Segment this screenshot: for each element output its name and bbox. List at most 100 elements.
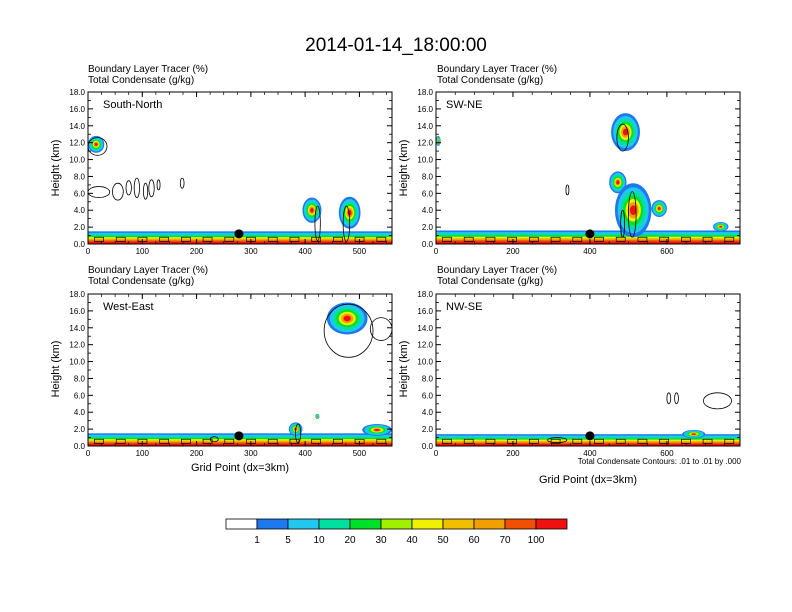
y-tick-label: 8.0: [74, 374, 86, 383]
condensate-contour: [724, 438, 735, 444]
figure-title: 2014-01-14_18:00:00: [305, 35, 487, 56]
condensate-contour: [159, 236, 170, 242]
condensate-contour: [181, 438, 191, 444]
condensate-contour: [115, 236, 126, 242]
y-tick-label: 12.0: [417, 139, 433, 148]
x-tick-label: 100: [136, 247, 150, 256]
panel-header-line-1: Boundary Layer Tracer (%): [88, 64, 208, 75]
condensate-contour: [703, 392, 732, 410]
tracer-plume: [629, 205, 637, 216]
condensate-contour: [148, 179, 155, 198]
condensate-contour: [289, 236, 300, 242]
panel-header-line-1: Boundary Layer Tracer (%): [88, 265, 208, 276]
y-tick-label: 18.0: [69, 88, 85, 97]
condensate-contour: [565, 184, 570, 196]
y-tick-label: 10.0: [417, 358, 433, 367]
condensate-contour: [294, 423, 302, 444]
condensate-contour: [666, 392, 672, 405]
location-marker: [234, 229, 244, 239]
condensate-contour: [224, 438, 235, 444]
y-tick-label: 18.0: [69, 290, 85, 299]
tracer-plume: [622, 128, 629, 136]
panel-label: West-East: [103, 301, 154, 313]
panel-label: SW-NE: [446, 99, 482, 111]
tracer-plume: [343, 315, 351, 322]
condensate-contour: [267, 236, 278, 242]
x-tick-label: 300: [244, 247, 258, 256]
condensate-contour: [637, 236, 648, 242]
x-tick-label: 200: [190, 247, 204, 256]
y-tick-label: 10.0: [69, 358, 85, 367]
condensate-contour: [507, 236, 518, 242]
contour-note: Total Condensate Contours: .01 to .01 by…: [578, 457, 742, 466]
condensate-contour: [142, 182, 149, 200]
condensate-contour: [112, 182, 124, 201]
y-tick-label: 4.0: [74, 408, 86, 417]
condensate-contour: [181, 236, 191, 242]
condensate-contour: [615, 236, 626, 242]
y-axis-title: Height (km): [398, 341, 410, 398]
colorbar-label: 60: [468, 535, 480, 546]
x-axis-title: Grid Point (dx=3km): [539, 474, 637, 486]
y-axis-title: Height (km): [50, 341, 62, 398]
plot-area: [88, 302, 393, 446]
condensate-contour: [94, 236, 104, 242]
panel-header-line-1: Boundary Layer Tracer (%): [437, 64, 557, 75]
plot-area: [436, 392, 740, 446]
x-tick-label: 500: [353, 247, 367, 256]
condensate-contour: [342, 205, 351, 242]
y-tick-label: 4.0: [422, 408, 434, 417]
condensate-contour: [333, 236, 343, 242]
y-tick-label: 2.0: [422, 425, 434, 434]
y-tick-label: 8.0: [422, 374, 434, 383]
x-tick-label: 500: [353, 449, 367, 458]
panel-header-line-2: Total Condensate (g/kg): [437, 276, 543, 287]
tracer-plume: [719, 225, 723, 228]
condensate-contour: [442, 236, 452, 242]
y-tick-label: 10.0: [417, 156, 433, 165]
condensate-contour: [156, 179, 161, 191]
plot-frame: [435, 293, 741, 447]
condensate-contour: [572, 236, 583, 242]
condensate-contour: [529, 236, 539, 242]
plot-area: [436, 113, 740, 244]
x-tick-label: 200: [506, 449, 520, 458]
tracer-plume: [616, 180, 620, 185]
colorbar-label: 20: [344, 535, 356, 546]
condensate-contour: [550, 438, 561, 444]
condensate-contour: [724, 236, 735, 242]
y-tick-label: 6.0: [422, 391, 434, 400]
y-tick-label: 4.0: [74, 206, 86, 215]
condensate-contour: [572, 438, 583, 444]
y-tick-label: 6.0: [74, 391, 86, 400]
panel-west-east: Boundary Layer Tracer (%) Total Condensa…: [50, 265, 393, 474]
condensate-contour: [620, 209, 625, 238]
condensate-contour: [615, 438, 626, 444]
panel-label: NW-SE: [446, 301, 482, 313]
y-tick-label: 14.0: [417, 324, 433, 333]
y-tick-label: 16.0: [417, 105, 433, 114]
condensate-contour: [311, 438, 322, 444]
colorbar-label: 5: [285, 535, 291, 546]
location-marker: [585, 431, 595, 441]
condensate-contour: [442, 438, 452, 444]
tracer-plume: [657, 207, 661, 211]
condensate-contour: [376, 438, 387, 444]
colorbar-label: 40: [406, 535, 418, 546]
plot-area: [87, 135, 392, 244]
condensate-contour: [628, 191, 637, 238]
condensate-contour: [463, 236, 474, 242]
x-tick-label: 100: [136, 449, 150, 458]
condensate-contour: [674, 392, 679, 405]
location-marker: [234, 431, 244, 441]
colorbar-swatch: [535, 518, 568, 530]
y-tick-label: 6.0: [74, 189, 86, 198]
condensate-contour: [485, 236, 496, 242]
y-tick-label: 2.0: [74, 425, 86, 434]
condensate-contour: [369, 317, 393, 341]
colorbar-swatch: [349, 518, 382, 530]
tracer-layer: [88, 241, 392, 244]
y-tick-label: 16.0: [69, 105, 85, 114]
condensate-contour: [202, 236, 213, 242]
tracer-plume: [310, 207, 314, 213]
